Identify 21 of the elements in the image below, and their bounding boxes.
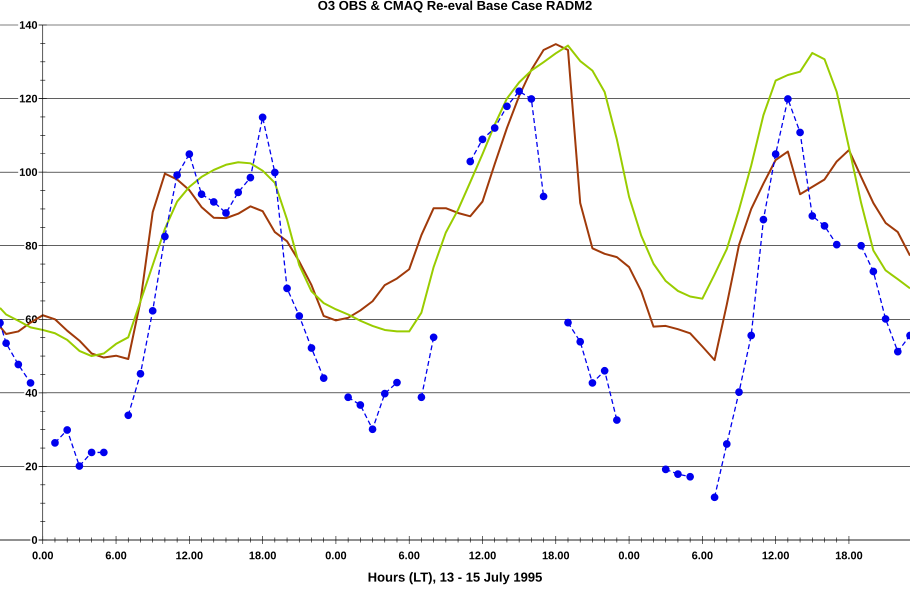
x-axis-title: Hours (LT), 13 - 15 July 1995 bbox=[368, 572, 542, 584]
y-tick-label: 120 bbox=[20, 94, 38, 102]
x-tick-label: 18.00 bbox=[542, 552, 570, 560]
x-tick-label: 0.00 bbox=[618, 552, 640, 560]
x-tick-label: 0.00 bbox=[32, 552, 53, 560]
x-tick-label: 6.00 bbox=[692, 552, 713, 560]
y-tick-label: 140 bbox=[20, 21, 38, 29]
x-tick-label: 12.00 bbox=[176, 552, 203, 560]
x-tick-label: 12.00 bbox=[762, 552, 789, 560]
y-tick-label: 100 bbox=[20, 168, 38, 176]
y-tick-label: 40 bbox=[25, 388, 38, 397]
y-tick-label: 80 bbox=[26, 242, 38, 250]
chart-title: O3 OBS & CMAQ Re-eval Base Case RADM2 bbox=[318, 0, 592, 12]
x-tick-label: 18.00 bbox=[836, 552, 862, 560]
y-tick-label: 0 bbox=[32, 536, 38, 544]
x-tick-label: 6.00 bbox=[106, 552, 126, 560]
x-tick-label: 12.00 bbox=[469, 552, 496, 560]
y-tick-label: 20 bbox=[26, 462, 38, 470]
x-tick-label: 6.00 bbox=[398, 552, 420, 560]
x-tick-label: 18.00 bbox=[250, 552, 276, 560]
x-tick-label: 0.00 bbox=[326, 552, 346, 560]
